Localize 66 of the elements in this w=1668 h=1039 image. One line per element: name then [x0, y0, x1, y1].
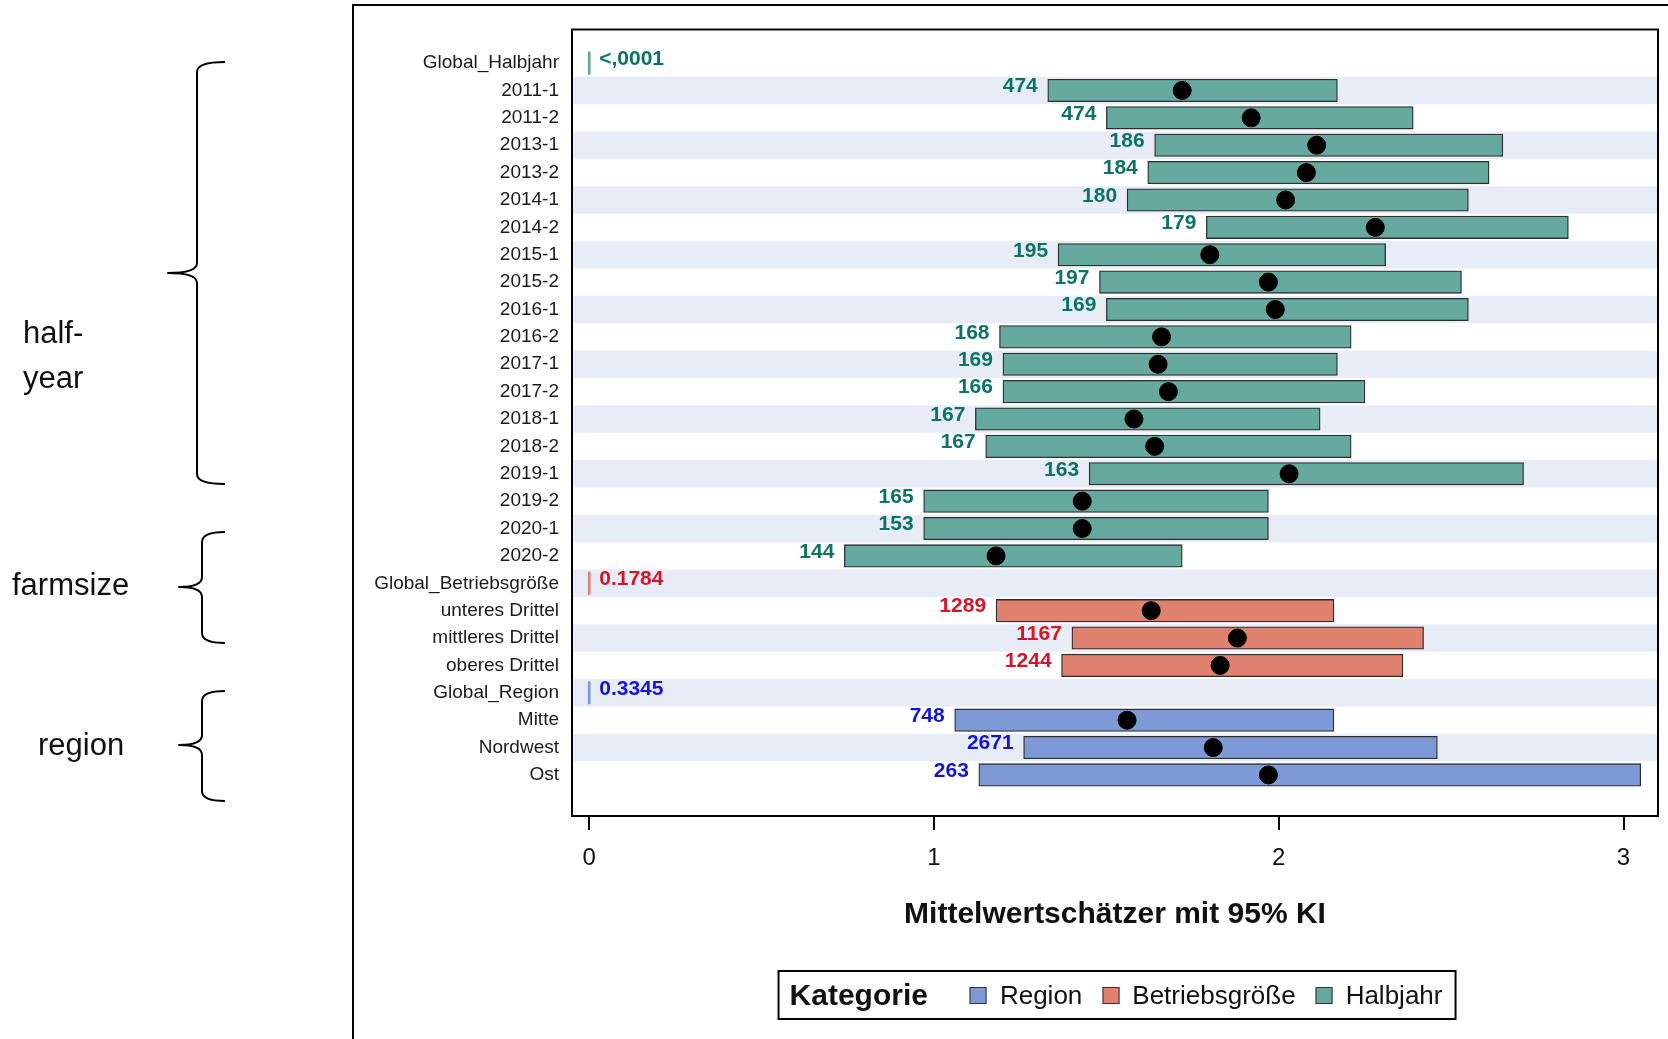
annotation: 263	[933, 757, 969, 781]
y-tick-label: 2014-1	[499, 188, 559, 210]
y-tick-label: Mitte	[517, 708, 559, 730]
x-axis-title: Mittelwertschätzer mit 95% KI	[904, 896, 1326, 930]
y-tick-label: 2015-2	[499, 270, 559, 292]
y-tick-label: unteres Drittel	[440, 598, 559, 620]
annotation: 748	[909, 702, 945, 726]
annotation: 165	[878, 483, 914, 507]
annotation: 163	[1044, 456, 1080, 480]
y-tick-label: oberes Drittel	[446, 653, 559, 675]
y-tick-label: 2019-1	[499, 462, 559, 483]
y-tick-label: 2018-1	[499, 407, 559, 429]
legend-title: Kategorie	[789, 978, 928, 1012]
y-tick-label: 2015-1	[499, 242, 559, 264]
text: half-year	[23, 314, 85, 397]
annotation: <,0001	[599, 45, 665, 69]
y-tick-label: 2011-2	[501, 106, 559, 128]
annotation: 197	[1054, 264, 1090, 288]
annotation: 180	[1082, 182, 1118, 206]
annotation: 166	[957, 374, 993, 398]
annotation: 195	[1013, 237, 1049, 261]
annotation: 2671	[966, 730, 1014, 754]
y-tick-label: 2013-1	[499, 133, 559, 155]
x-tick-label: 3	[1616, 843, 1631, 871]
y-tick-label: mittleres Drittel	[432, 626, 559, 648]
annotation: 184	[1102, 155, 1139, 179]
y-tick-label: Global_Betriebsgröße	[374, 571, 559, 594]
y-tick-label: Nordwest	[478, 735, 560, 757]
annotation: 474	[1061, 100, 1097, 124]
text: farmsize	[12, 566, 131, 604]
annotation: 474	[1002, 73, 1039, 97]
y-tick-label: 2016-1	[499, 297, 559, 319]
annotation: 169	[957, 347, 993, 371]
annotation: 169	[1061, 292, 1097, 316]
y-tick-label: 2018-2	[499, 434, 559, 456]
annotation: 167	[930, 401, 966, 425]
y-tick-label: 2017-2	[499, 379, 559, 401]
annotation: 153	[878, 511, 914, 535]
y-tick-label: 2014-2	[499, 215, 559, 237]
annotation: 1167	[1016, 620, 1062, 644]
legend-label: Region	[999, 979, 1083, 1011]
x-tick-label: 0	[582, 843, 596, 871]
y-tick-label: Global_Region	[433, 681, 559, 704]
x-tick-label: 1	[927, 843, 941, 871]
y-tick-label: 2019-2	[499, 489, 559, 511]
y-tick-label: 2013-2	[499, 160, 559, 182]
y-tick-label: 2017-1	[499, 352, 559, 374]
legend-label: Halbjahr	[1345, 979, 1443, 1011]
annotation: 0.1784	[599, 566, 664, 590]
y-tick-label: 2020-2	[499, 544, 559, 566]
annotation: 0.3345	[599, 675, 664, 699]
annotation: 167	[940, 429, 976, 453]
y-tick-label: Global_Halbjahr	[422, 51, 560, 74]
annotation: 1289	[939, 593, 987, 617]
text: region	[38, 726, 126, 764]
legend-label: Betriebsgröße	[1132, 979, 1296, 1011]
annotation: 168	[954, 319, 990, 343]
y-tick-label: Ost	[529, 763, 560, 785]
x-tick-label: 2	[1272, 843, 1286, 871]
annotation: 179	[1161, 210, 1197, 234]
y-tick-label: 2016-2	[499, 325, 559, 347]
y-tick-label: 2011-1	[501, 78, 559, 100]
y-tick-label: 2020-1	[499, 516, 559, 538]
annotation: 186	[1109, 128, 1145, 152]
annotation: 144	[799, 538, 835, 562]
annotation: 1244	[1004, 648, 1052, 672]
